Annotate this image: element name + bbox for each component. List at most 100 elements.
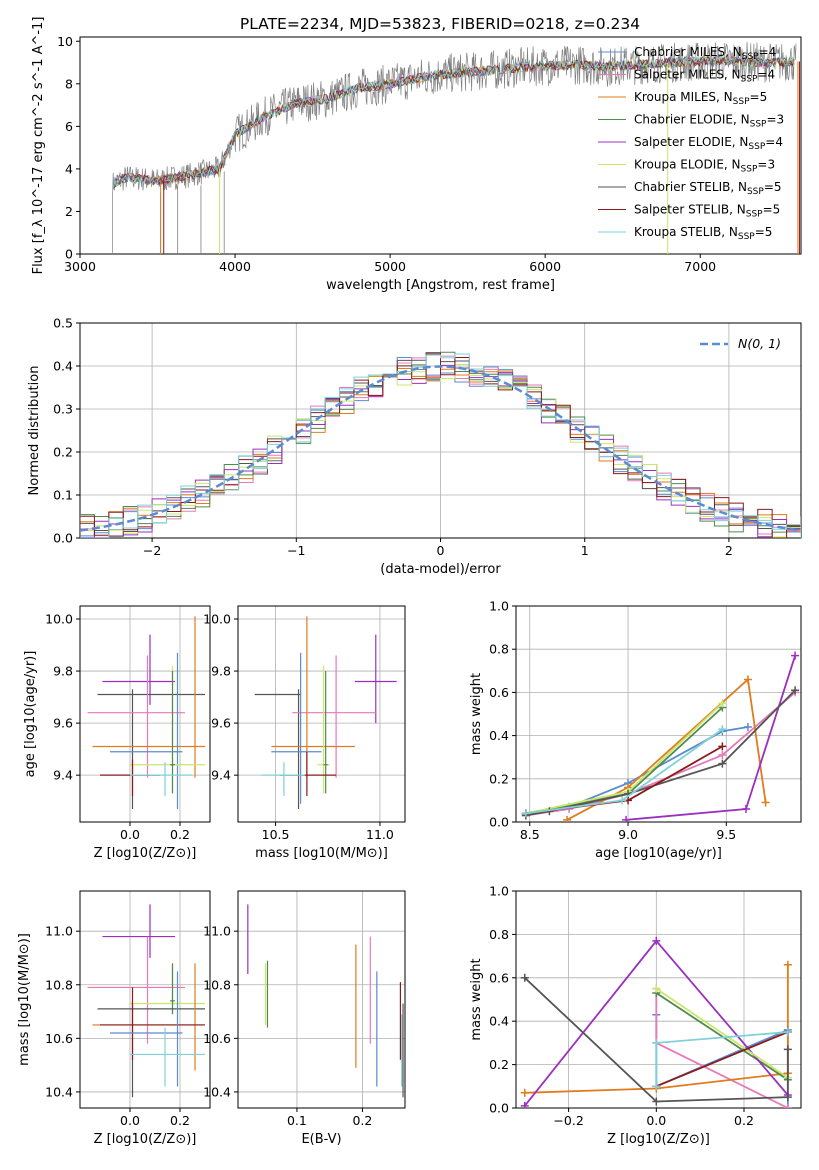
spectrum-lines (112, 41, 800, 254)
x-tick-label: 5000 (374, 259, 406, 274)
weight-line-5 (655, 987, 789, 1079)
histogram-lines (80, 351, 801, 538)
panel-mass-weight-vs-z: −0.2 0.0 0.2 0.0 0.2 0.4 0.6 0.8 1.0 Z [log10(Z/Z… (469, 884, 802, 1147)
x-tick-label: 11.0 (366, 827, 394, 842)
legend-sub: SSP (738, 232, 755, 242)
x-tick-label: 3000 (64, 259, 96, 274)
weight-marker (618, 796, 627, 805)
weight-line-0 (525, 726, 749, 815)
y-tick-label: 0.4 (489, 728, 509, 743)
mass-weight-vs-z-lines (520, 936, 792, 1108)
x-tick-label: 9.5 (716, 827, 736, 842)
y-tick-label: 9.6 (53, 716, 73, 731)
legend-value: =3 (757, 158, 775, 172)
y-tick-label: 9.4 (53, 768, 73, 783)
y-tick-label: 9.4 (211, 768, 231, 783)
x-tick-label: 0 (437, 543, 445, 558)
x-axis-label: (data-model)/error (380, 562, 501, 577)
panel-spectrum: 3000 4000 5000 6000 7000 0 2 4 6 8 10 wavelength [A… (31, 17, 802, 293)
weight-marker (718, 759, 727, 768)
legend-label-2: Kroupa MILES, NSSP=5 (634, 90, 767, 107)
legend-label-6: Chabrier STELIB, NSSP=5 (634, 180, 782, 197)
weight-marker (652, 936, 661, 945)
weight-marker (783, 1045, 792, 1054)
axes-frame (79, 36, 802, 255)
y-tick-label: 9.6 (211, 716, 231, 731)
gaussian-curve (80, 365, 801, 532)
x-tick-label: 4000 (219, 259, 251, 274)
x-axis-label: E(B-V) (301, 1132, 341, 1147)
legend-value: =5 (750, 90, 768, 104)
weight-line-7 (655, 1031, 789, 1088)
legend-label-5: Kroupa ELODIE, NSSP=3 (634, 158, 775, 175)
weight-marker (743, 675, 752, 684)
y-tick-label: 0.2 (53, 445, 73, 460)
legend-sub: SSP (741, 75, 758, 85)
y-tick-label: 0.8 (489, 642, 509, 657)
legend-label-7: Salpeter STELIB, NSSP=5 (634, 203, 780, 220)
weight-marker (718, 699, 727, 708)
hist-step-7 (80, 353, 801, 538)
x-tick-label: 7000 (684, 259, 716, 274)
y-tick-label: 10.8 (45, 977, 73, 992)
y-tick-label: 0.5 (53, 316, 73, 331)
axes-frame (515, 605, 802, 823)
weight-line-0 (655, 1014, 789, 1108)
panel-histogram: −2 −1 0 1 2 0.0 0.1 0.2 0.3 0.4 0.5 (data-model)/er… (27, 316, 802, 577)
legend-value: =4 (765, 135, 783, 149)
x-tick-label: 0.0 (646, 1113, 666, 1128)
x-axis-label: Z [log10(Z/Z⊙)] (94, 1132, 197, 1147)
weight-marker (741, 805, 750, 814)
x-tick-label: 2 (725, 543, 733, 558)
y-tick-label: 11.0 (45, 924, 73, 939)
y-tick-label: 10.0 (203, 612, 231, 627)
x-axis-label: wavelength [Angstrom, rest frame] (326, 278, 555, 293)
weight-marker (761, 798, 770, 807)
weight-marker (743, 722, 752, 731)
x-tick-label: 0.2 (170, 827, 190, 842)
y-axis-label: mass [log10(M/M⊙)] (17, 933, 32, 1066)
weight-marker (783, 960, 792, 969)
y-tick-label: 10.4 (45, 1084, 73, 1099)
y-tick-label: 0.0 (53, 531, 73, 546)
mass-weight-vs-age-lines (521, 651, 800, 822)
legend-value: =5 (764, 180, 782, 194)
y-tick-label: 10.0 (45, 612, 73, 627)
y-tick-label: 0.4 (489, 1014, 509, 1029)
x-tick-label: 0.1 (287, 1113, 307, 1128)
x-tick-label: 6000 (529, 259, 561, 274)
legend-value: =4 (757, 68, 775, 82)
y-tick-label: 1.0 (489, 884, 509, 899)
mass-vs-z-points (87, 904, 205, 1098)
axes-frame (79, 890, 211, 1109)
legend-sub: SSP (748, 142, 765, 152)
panel-age-vs-mass: 10.5 11.0 9.4 9.6 9.8 10.0 mass [log10(M/M⊙)] (203, 605, 406, 861)
y-tick-label: 0.0 (489, 815, 509, 830)
y-tick-label: 9.8 (211, 664, 231, 679)
y-tick-label: 10.4 (203, 1084, 231, 1099)
legend-sub: SSP (733, 97, 750, 107)
weight-line-6 (524, 977, 789, 1103)
panel-mass-vs-z: 0.0 0.2 10.4 10.6 10.8 11.0 Z [log10(Z/Z⊙)] mas… (17, 890, 211, 1147)
y-axis-label: Flux [f_λ 10^-17 erg cm^-2 s^-1 A^-1] (31, 17, 46, 275)
weight-marker (791, 686, 800, 695)
legend-sub: SSP (742, 52, 759, 62)
x-tick-label: 10.5 (262, 827, 290, 842)
axes-frame (515, 890, 802, 1109)
y-tick-label: 0.4 (53, 359, 73, 374)
y-tick-label: 0.6 (489, 970, 509, 985)
x-tick-label: 9.0 (618, 827, 638, 842)
weight-marker (520, 973, 529, 982)
x-axis-label: Z [log10(Z/Z⊙)] (607, 1132, 710, 1147)
panel-mass-weight-vs-age: 8.5 9.0 9.5 0.0 0.2 0.4 0.6 0.8 1.0 age [log10(ag… (469, 599, 802, 861)
x-tick-label: 0.0 (120, 827, 140, 842)
weight-marker (718, 725, 727, 734)
legend-value: =5 (755, 225, 773, 239)
y-tick-label: 10.6 (203, 1031, 231, 1046)
x-axis-label: Z [log10(Z/Z⊙)] (94, 846, 197, 861)
weight-line-3 (525, 706, 723, 815)
weight-line-6 (525, 689, 796, 817)
x-tick-label: −0.2 (553, 1113, 583, 1128)
y-tick-label: 6 (65, 119, 73, 134)
